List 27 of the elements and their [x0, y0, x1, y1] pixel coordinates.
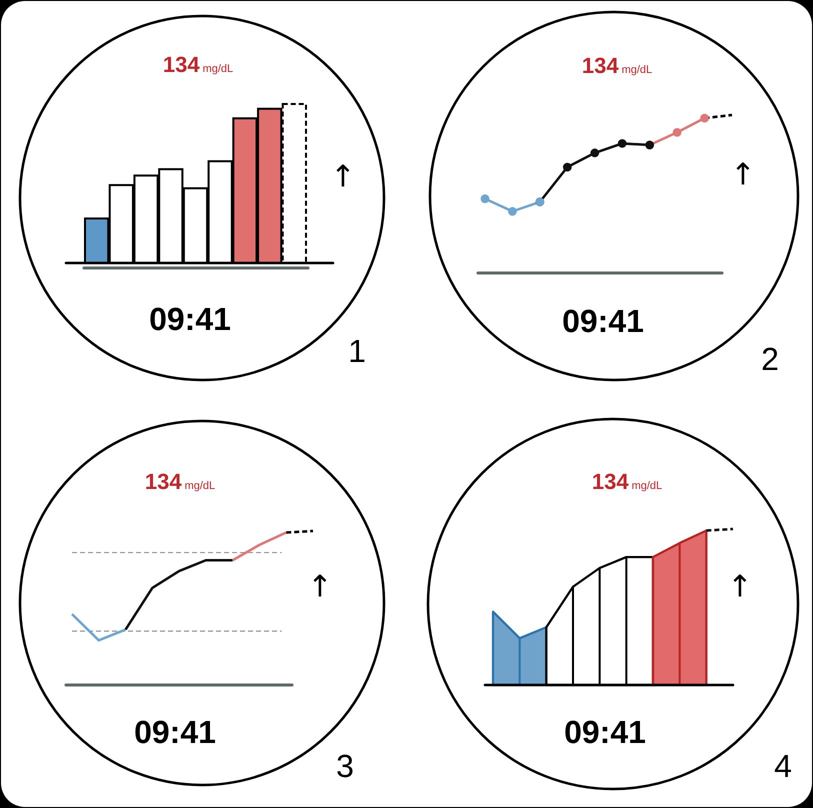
text: 09:41	[134, 714, 216, 750]
chart-title: 134	[162, 52, 200, 77]
annotation: ↑	[727, 570, 753, 604]
chart-subtitle: mg/dL	[622, 64, 652, 76]
point	[590, 148, 600, 158]
text: 2	[761, 341, 779, 377]
text: 4	[774, 748, 792, 784]
text: 3	[336, 748, 354, 784]
point	[562, 162, 572, 172]
chart-title: 134	[582, 53, 620, 78]
point	[700, 114, 709, 123]
point	[480, 194, 490, 204]
chart-title: 134	[144, 469, 182, 494]
text: 1	[348, 333, 366, 369]
chart-subtitle: mg/dL	[184, 480, 216, 492]
text: 09:41	[564, 714, 646, 750]
chart-title: 134	[592, 469, 630, 494]
annotation: ↑	[330, 160, 356, 194]
text: ↑	[730, 158, 756, 192]
text: 09:41	[562, 303, 644, 339]
text: 09:41	[149, 301, 231, 337]
chart-subtitle: mg/dL	[202, 63, 234, 75]
point	[618, 139, 627, 148]
point	[508, 207, 517, 216]
point	[672, 128, 682, 137]
chart-subtitle: mg/dL	[632, 480, 662, 492]
annotation: ↑	[307, 570, 333, 604]
